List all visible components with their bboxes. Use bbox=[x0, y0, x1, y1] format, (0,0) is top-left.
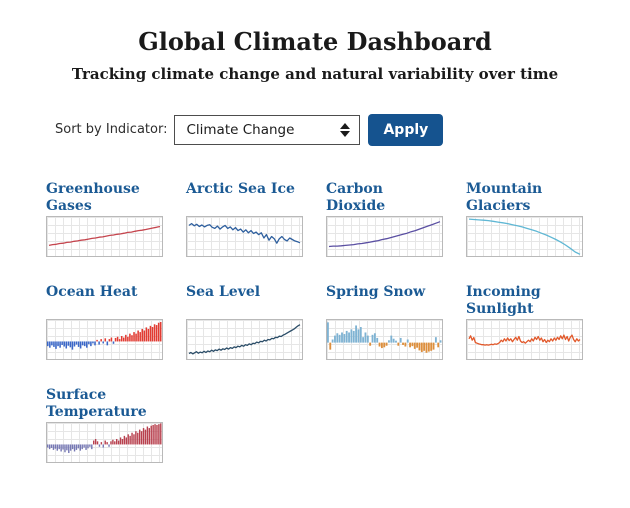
sparkline-arctic-sea-ice[interactable] bbox=[186, 215, 303, 257]
indicator-link-surface-temperature[interactable]: Surface Temperature bbox=[46, 386, 147, 421]
indicator-link-mountain-glaciers[interactable]: Mountain Glaciers bbox=[466, 180, 543, 215]
indicator-grid: Greenhouse Gases Arctic Sea Ice Carbon D… bbox=[46, 181, 630, 463]
indicator-cell-surface-temperature: Surface Temperature bbox=[46, 387, 163, 463]
indicator-link-arctic-sea-ice[interactable]: Arctic Sea Ice bbox=[186, 180, 295, 197]
page-subtitle: Tracking climate change and natural vari… bbox=[71, 64, 559, 83]
select-arrows-icon bbox=[340, 122, 351, 137]
indicator-cell-arctic-sea-ice: Arctic Sea Ice bbox=[186, 181, 303, 257]
indicator-link-carbon-dioxide[interactable]: Carbon Dioxide bbox=[326, 180, 386, 215]
sort-by-indicator-label: Sort by Indicator: bbox=[55, 122, 168, 138]
sparkline-spring-snow[interactable] bbox=[326, 318, 443, 360]
sparkline-surface-temperature[interactable] bbox=[46, 421, 163, 463]
indicator-cell-spring-snow: Spring Snow bbox=[326, 284, 443, 360]
indicator-link-sea-level[interactable]: Sea Level bbox=[186, 283, 261, 300]
indicator-cell-mountain-glaciers: Mountain Glaciers bbox=[466, 181, 583, 257]
sparkline-mountain-glaciers[interactable] bbox=[466, 215, 583, 257]
indicator-select[interactable]: Climate Change bbox=[174, 114, 361, 145]
indicator-link-spring-snow[interactable]: Spring Snow bbox=[326, 283, 426, 300]
sparkline-carbon-dioxide[interactable] bbox=[326, 215, 443, 257]
dashboard-header: Global Climate Dashboard Tracking climat… bbox=[0, 28, 630, 83]
indicator-cell-sea-level: Sea Level bbox=[186, 284, 303, 360]
sort-controls: Sort by Indicator: Climate Change Apply bbox=[55, 113, 630, 146]
sparkline-incoming-sunlight[interactable] bbox=[466, 318, 583, 360]
sparkline-ocean-heat[interactable] bbox=[46, 318, 163, 360]
page-title: Global Climate Dashboard bbox=[138, 27, 492, 56]
sparkline-sea-level[interactable] bbox=[186, 318, 303, 360]
indicator-cell-incoming-sunlight: Incoming Sunlight bbox=[466, 284, 583, 360]
indicator-link-greenhouse-gases[interactable]: Greenhouse Gases bbox=[46, 180, 140, 215]
indicator-select-value: Climate Change bbox=[186, 121, 295, 138]
apply-button[interactable]: Apply bbox=[368, 113, 444, 146]
indicator-link-incoming-sunlight[interactable]: Incoming Sunlight bbox=[466, 283, 541, 318]
indicator-cell-ocean-heat: Ocean Heat bbox=[46, 284, 163, 360]
sparkline-greenhouse-gases[interactable] bbox=[46, 215, 163, 257]
indicator-cell-carbon-dioxide: Carbon Dioxide bbox=[326, 181, 443, 257]
indicator-cell-greenhouse-gases: Greenhouse Gases bbox=[46, 181, 163, 257]
indicator-link-ocean-heat[interactable]: Ocean Heat bbox=[46, 283, 138, 300]
